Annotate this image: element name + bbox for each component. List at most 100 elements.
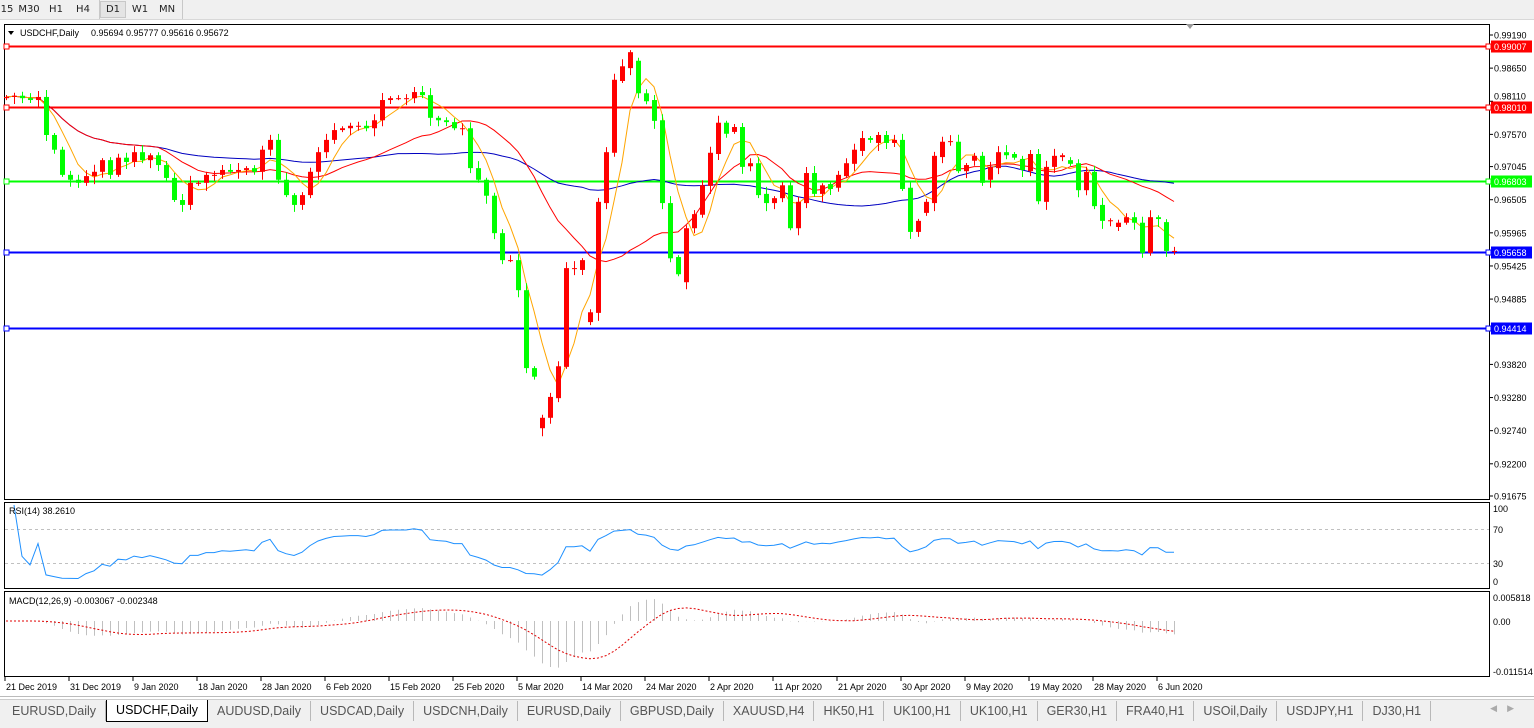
dropdown-triangle-icon[interactable] bbox=[8, 31, 14, 35]
chart-tab-fra40-h1[interactable]: FRA40,H1 bbox=[1117, 701, 1195, 721]
candle bbox=[572, 261, 577, 276]
chart-tab-eurusd-daily[interactable]: EURUSD,Daily bbox=[3, 701, 107, 721]
candle-body bbox=[1116, 222, 1121, 228]
candle bbox=[820, 183, 825, 202]
candle-body bbox=[1164, 222, 1169, 251]
level-handle-icon[interactable] bbox=[1485, 104, 1492, 111]
chart-tab-usdjpy-h1[interactable]: USDJPY,H1 bbox=[1277, 701, 1364, 721]
candle-body bbox=[820, 185, 825, 194]
timeframe-mn-button[interactable]: MN bbox=[158, 4, 176, 15]
chart-tab-dj30-h1[interactable]: DJ30,H1 bbox=[1363, 701, 1432, 721]
candle-body bbox=[716, 122, 721, 155]
chart-tab-usdchf-daily[interactable]: USDCHF,Daily bbox=[106, 700, 208, 722]
timeframe-m30-button[interactable]: M30 bbox=[18, 4, 40, 15]
tab-scroll-arrows-icon[interactable]: ◀▶ bbox=[1490, 704, 1524, 714]
chart-shift-marker-icon[interactable] bbox=[1186, 24, 1194, 29]
price-tick-label: 0.97570 bbox=[1494, 130, 1527, 140]
candle-body bbox=[444, 120, 449, 123]
candle bbox=[756, 157, 761, 199]
level-handle-icon[interactable] bbox=[1485, 43, 1492, 50]
candle-body bbox=[508, 260, 513, 262]
candle bbox=[1068, 157, 1073, 166]
candle-body bbox=[884, 134, 889, 143]
candle-body bbox=[724, 122, 729, 134]
candle-body bbox=[796, 201, 801, 229]
timeframe-h1-button[interactable]: H1 bbox=[49, 4, 63, 15]
level-handle-icon[interactable] bbox=[1485, 325, 1492, 332]
candle-body bbox=[28, 98, 33, 101]
candle-body bbox=[932, 155, 937, 204]
timeframe-h4-button[interactable]: H4 bbox=[76, 4, 90, 15]
date-tick-label: 21 Dec 2019 bbox=[6, 682, 57, 692]
candle bbox=[548, 392, 553, 424]
chart-tab-ger30-h1[interactable]: GER30,H1 bbox=[1038, 701, 1118, 721]
candle bbox=[1076, 159, 1081, 198]
candle-body bbox=[36, 96, 41, 101]
chart-tab-uk100-h1[interactable]: UK100,H1 bbox=[961, 701, 1038, 721]
candle-body bbox=[1028, 154, 1033, 172]
level-handle-icon[interactable] bbox=[1485, 249, 1492, 256]
candle-body bbox=[1036, 154, 1041, 202]
level-price-badge bbox=[1491, 322, 1532, 335]
date-tick-label: 24 Mar 2020 bbox=[646, 682, 697, 692]
candle-body bbox=[1108, 220, 1113, 222]
chart-tab-audusd-daily[interactable]: AUDUSD,Daily bbox=[208, 701, 312, 721]
price-tick-label: 0.98110 bbox=[1494, 92, 1526, 102]
candle bbox=[596, 197, 601, 321]
candle-body bbox=[20, 95, 25, 99]
level-handle-icon[interactable] bbox=[1485, 178, 1492, 185]
candle-body bbox=[740, 127, 745, 167]
chart-window[interactable]: 0.99190 0.98650 0.98110 0.97570 0.97045 0.965… bbox=[0, 20, 1534, 699]
candle-body bbox=[180, 200, 185, 205]
candle bbox=[172, 172, 177, 203]
candle bbox=[524, 283, 529, 374]
candle bbox=[468, 122, 473, 174]
candle bbox=[76, 174, 81, 188]
candle bbox=[604, 147, 609, 210]
candle-body bbox=[172, 177, 177, 201]
timeframe-m15-button[interactable]: 15 bbox=[0, 4, 14, 15]
candle bbox=[1020, 155, 1025, 177]
candle bbox=[452, 118, 457, 131]
candle-body bbox=[412, 92, 417, 99]
candle-body bbox=[852, 149, 857, 164]
candle bbox=[420, 86, 425, 99]
candle bbox=[644, 89, 649, 105]
timeframe-d1-button[interactable]: D1 bbox=[100, 1, 126, 18]
candle bbox=[828, 181, 833, 195]
chart-tab-uk100-h1[interactable]: UK100,H1 bbox=[884, 701, 961, 721]
candle-body bbox=[260, 149, 265, 172]
price-tick-label: 0.97045 bbox=[1494, 162, 1527, 172]
level-handle-icon[interactable] bbox=[3, 178, 10, 185]
candle bbox=[84, 170, 89, 186]
candle bbox=[436, 115, 441, 127]
date-tick-label: 30 Apr 2020 bbox=[902, 682, 951, 692]
candle-body bbox=[1044, 166, 1049, 202]
chart-tab-xauusd-h4[interactable]: XAUUSD,H4 bbox=[724, 701, 815, 721]
chart-tab-hk50-h1[interactable]: HK50,H1 bbox=[814, 701, 885, 721]
candle bbox=[1116, 219, 1121, 232]
level-handle-icon[interactable] bbox=[3, 249, 10, 256]
candle-body bbox=[1140, 222, 1145, 253]
level-handle-icon[interactable] bbox=[3, 325, 10, 332]
level-price-text: 0.98010 bbox=[1494, 103, 1527, 113]
candle bbox=[652, 95, 657, 129]
chart-tab-eurusd-daily[interactable]: EURUSD,Daily bbox=[518, 701, 621, 721]
level-handle-icon[interactable] bbox=[3, 43, 10, 50]
date-tick-label: 25 Feb 2020 bbox=[454, 682, 505, 692]
candle bbox=[884, 130, 889, 149]
candle-body bbox=[92, 171, 97, 177]
chart-tab-usdcnh-daily[interactable]: USDCNH,Daily bbox=[414, 701, 518, 721]
ma-fast-line bbox=[5, 77, 1175, 387]
candle bbox=[996, 146, 1001, 175]
candle-body bbox=[972, 155, 977, 161]
candle bbox=[396, 95, 401, 101]
chart-tab-usdcad-daily[interactable]: USDCAD,Daily bbox=[311, 701, 415, 721]
chart-tab-usoil-daily[interactable]: USOil,Daily bbox=[1194, 701, 1278, 721]
level-handle-icon[interactable] bbox=[3, 104, 10, 111]
candle-body bbox=[524, 290, 529, 369]
candle-body bbox=[60, 149, 65, 175]
macd-label: MACD(12,26,9) -0.003067 -0.002348 bbox=[9, 596, 158, 606]
chart-tab-gbpusd-daily[interactable]: GBPUSD,Daily bbox=[621, 701, 724, 721]
timeframe-w1-button[interactable]: W1 bbox=[131, 4, 149, 15]
